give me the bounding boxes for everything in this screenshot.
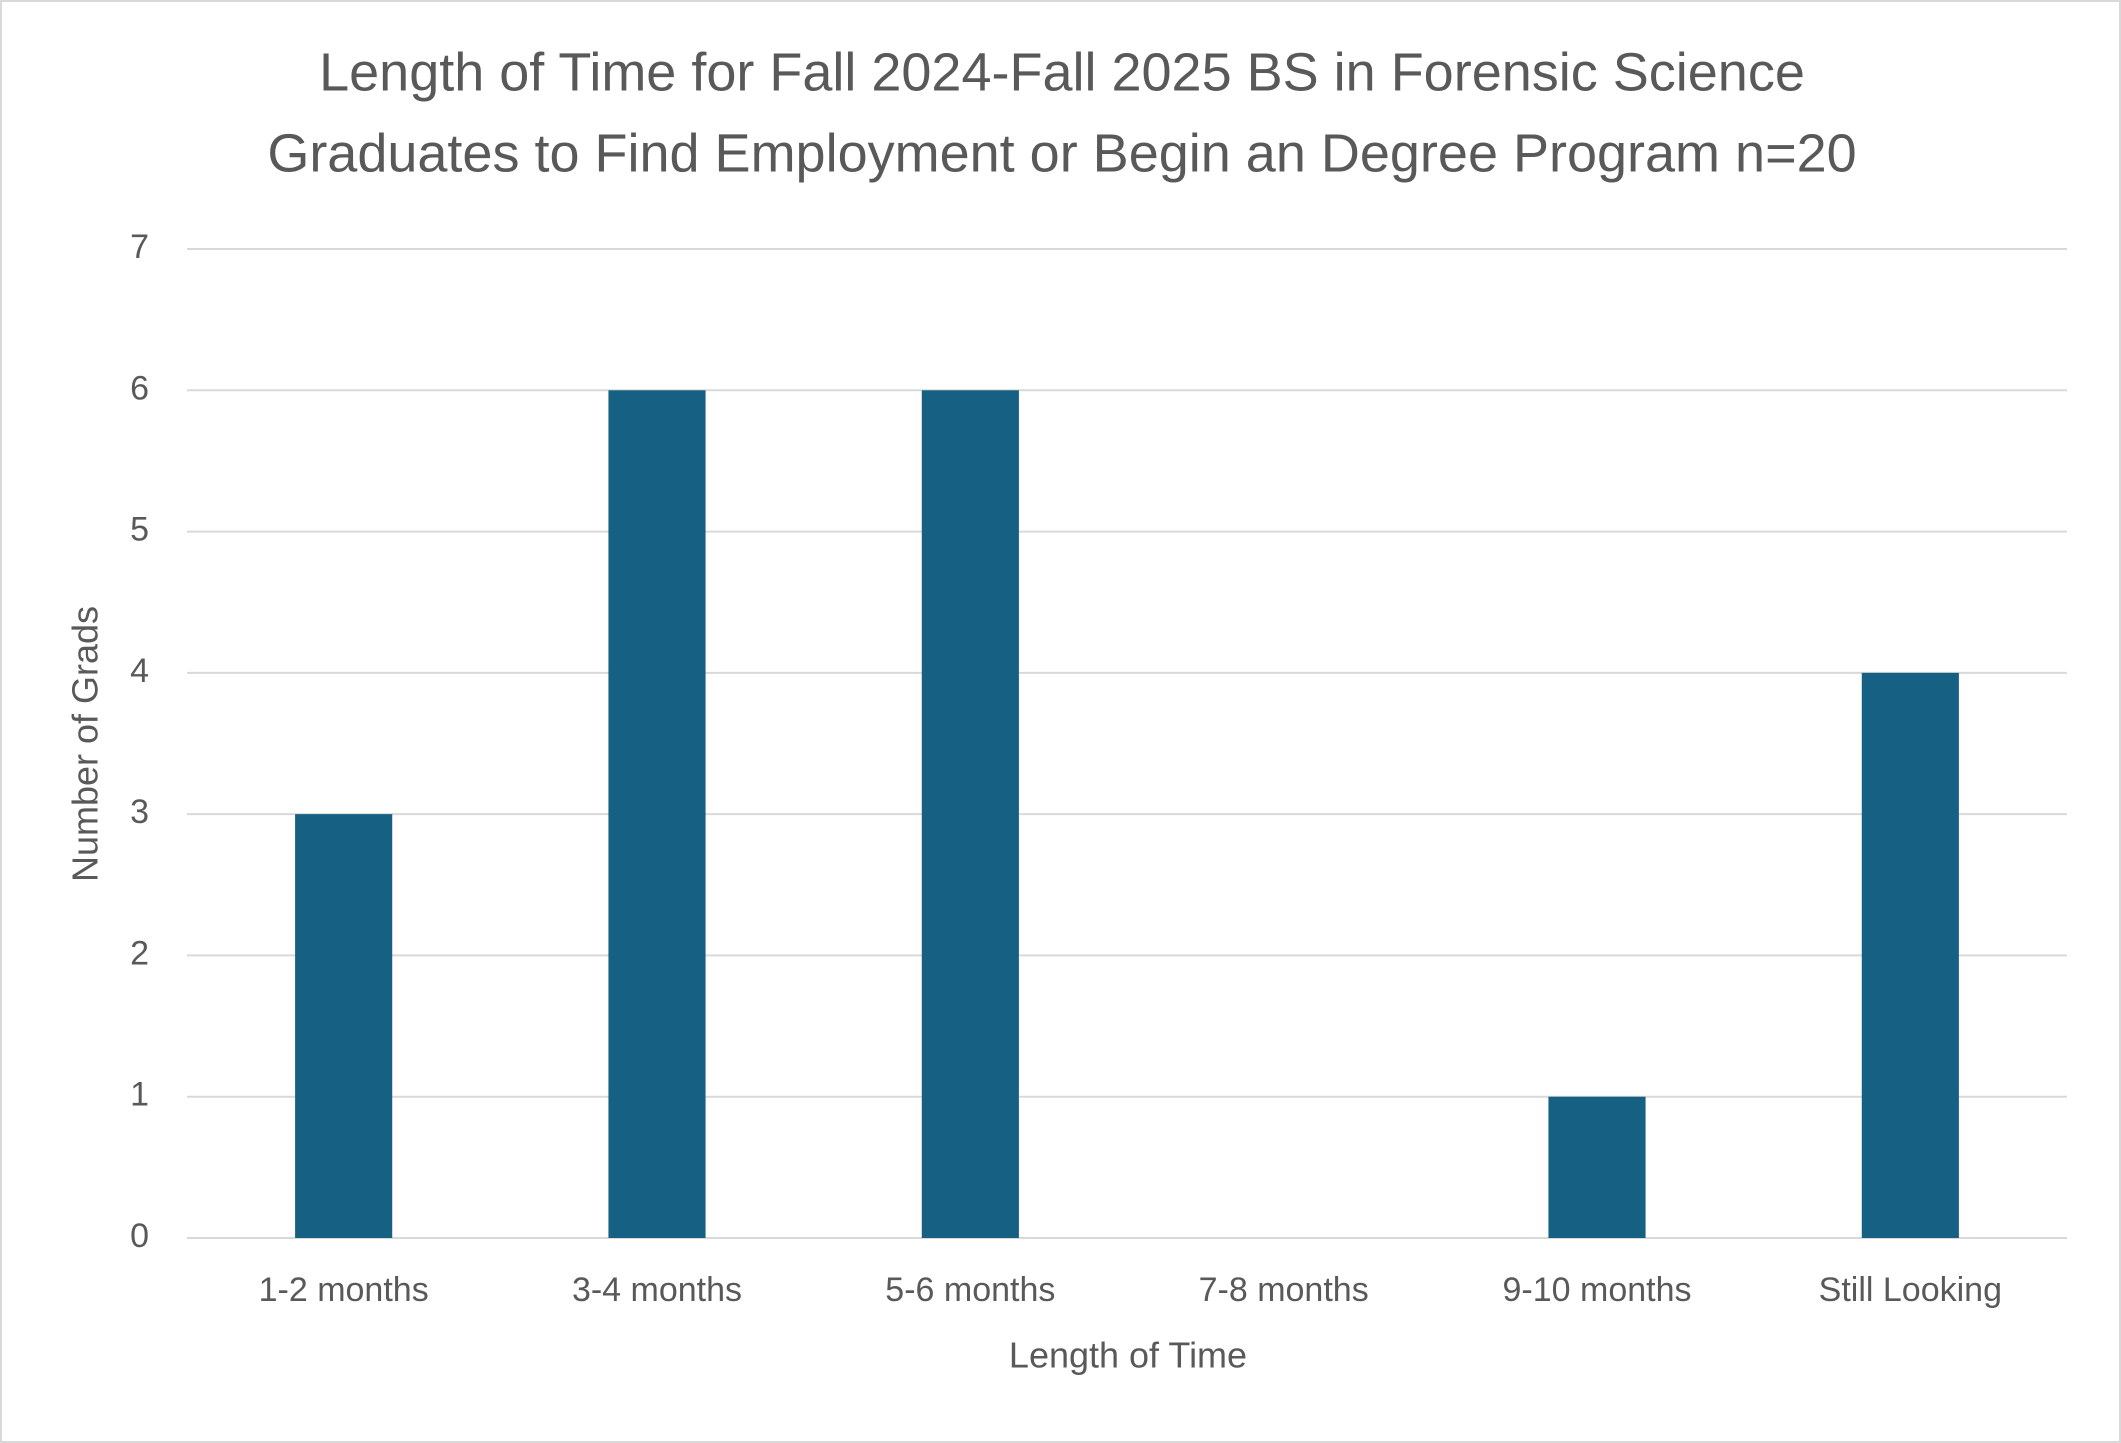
y-tick-label: 5	[130, 511, 149, 549]
y-tick-label: 2	[130, 934, 149, 972]
bar	[295, 814, 393, 1238]
x-tick-label: 9-10 months	[1503, 1271, 1692, 1309]
y-tick-label: 6	[130, 369, 149, 407]
y-axis-title: Number of Grads	[65, 606, 106, 882]
y-tick-label: 3	[130, 793, 149, 831]
y-tick-label: 4	[130, 652, 149, 690]
y-tick-label: 1	[130, 1076, 149, 1114]
x-tick-label: Still Looking	[1819, 1271, 2002, 1309]
chart-title: Graduates to Find Employment or Begin an…	[267, 123, 1856, 183]
bar	[1548, 1096, 1646, 1238]
bar	[608, 390, 706, 1238]
y-tick-label: 7	[130, 228, 149, 266]
y-tick-label: 0	[130, 1217, 149, 1255]
chart-title: Length of Time for Fall 2024-Fall 2025 B…	[319, 42, 1805, 102]
x-tick-label: 3-4 months	[572, 1271, 742, 1309]
x-axis-title: Length of Time	[1009, 1335, 1247, 1376]
x-tick-label: 7-8 months	[1199, 1271, 1369, 1309]
x-tick-label: 1-2 months	[259, 1271, 429, 1309]
x-tick-label: 5-6 months	[885, 1271, 1055, 1309]
bar	[921, 390, 1019, 1238]
bar	[1861, 672, 1959, 1238]
